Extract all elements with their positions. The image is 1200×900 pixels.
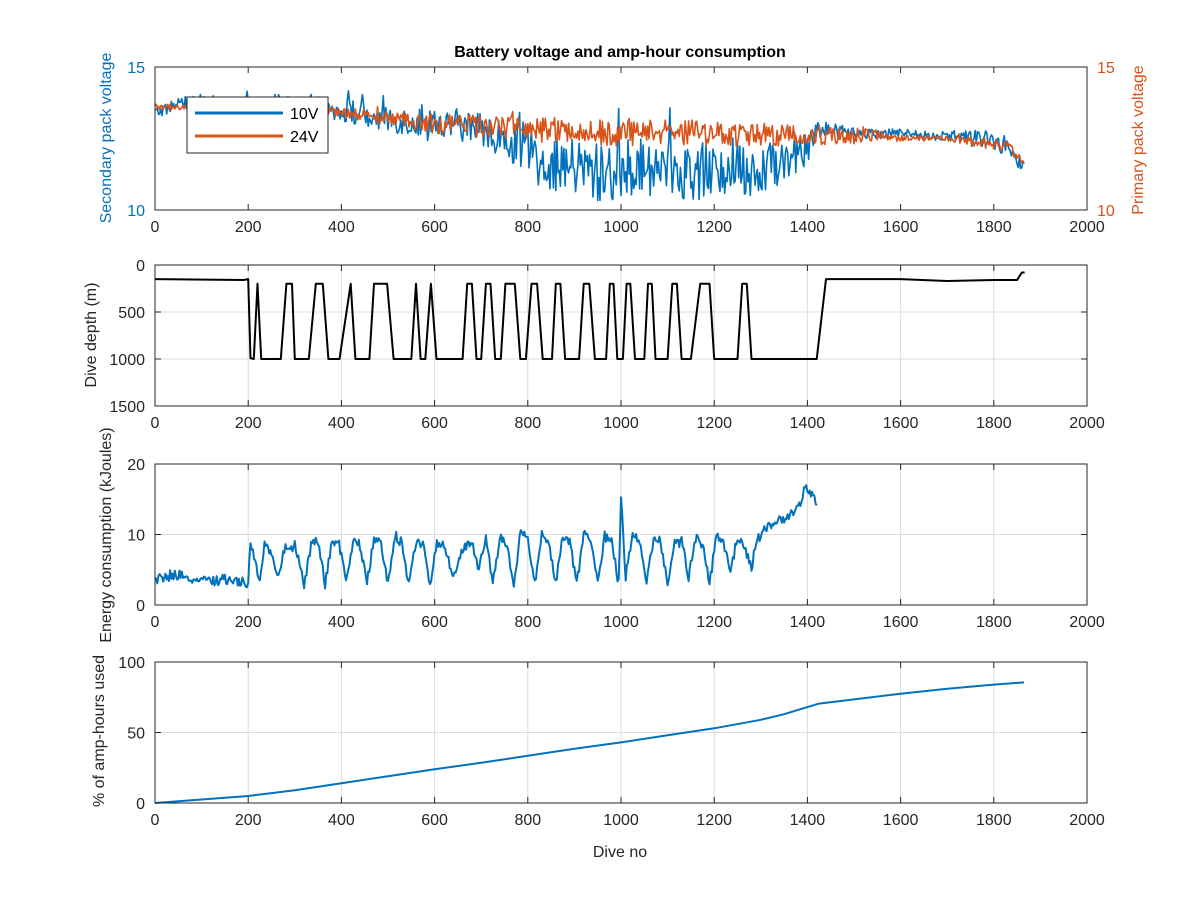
x-tick-label: 1400 <box>790 614 826 631</box>
x-tick-label: 1600 <box>883 219 919 236</box>
axes-frame <box>154 661 1088 804</box>
plot-background <box>155 662 1087 803</box>
y-right-axis-label: Primary pack voltage <box>1130 65 1147 214</box>
x-tick-label: 1800 <box>976 614 1012 631</box>
x-tick-label: 1000 <box>603 219 639 236</box>
x-tick-label: 1400 <box>790 812 826 829</box>
x-tick-label: 800 <box>514 812 541 829</box>
y-tick-label: 0 <box>136 598 145 615</box>
x-tick-label: 200 <box>235 415 262 432</box>
x-tick-label: 1600 <box>883 614 919 631</box>
x-tick-labels: 0 200 400 600 800 1000 1200 1400 1600 1800 2000 <box>151 812 1105 829</box>
y-tick-label: 10 <box>127 528 145 545</box>
x-tick-label: 1400 <box>790 415 826 432</box>
x-tick-label: 400 <box>328 219 355 236</box>
x-tick-label: 2000 <box>1069 614 1105 631</box>
plot-series <box>154 681 1025 804</box>
legend-label-24v: 24V <box>290 129 319 146</box>
chart-title: Battery voltage and amp-hour consumption <box>454 44 786 61</box>
x-tick-label: 2000 <box>1069 812 1105 829</box>
x-tick-label: 400 <box>328 415 355 432</box>
x-tick-label: 600 <box>421 614 448 631</box>
x-tick-label: 400 <box>328 812 355 829</box>
panel-energy: 0 200 400 600 800 1000 1200 1400 1600 1800 2000 0 1… <box>98 427 1105 642</box>
axes-frame <box>154 264 1088 407</box>
y-tick-label: 100 <box>118 655 145 672</box>
x-axis-label: Dive no <box>593 844 647 861</box>
series-line-series-1 <box>154 681 1025 804</box>
x-tick-label: 0 <box>151 614 160 631</box>
x-tick-label: 1200 <box>696 415 732 432</box>
x-tick-label: 400 <box>328 614 355 631</box>
panel-amphours: 0 200 400 600 800 1000 1200 1400 1600 1800 2000 0 5… <box>91 655 1105 861</box>
x-tick-label: 800 <box>514 415 541 432</box>
y-tick-label: 50 <box>127 726 145 743</box>
x-tick-label: 600 <box>421 812 448 829</box>
x-tick-labels: 0 200 400 600 800 1000 1200 1400 1600 1800 2000 <box>151 219 1105 236</box>
x-tick-label: 200 <box>235 219 262 236</box>
panel-depth: 0 200 400 600 800 1000 1200 1400 1600 1800 2000 0 5… <box>83 258 1105 432</box>
x-tick-label: 800 <box>514 614 541 631</box>
x-tick-label: 1800 <box>976 812 1012 829</box>
x-tick-label: 1200 <box>696 219 732 236</box>
x-tick-label: 600 <box>421 219 448 236</box>
axes-frame <box>154 66 1088 211</box>
x-tick-label: 1800 <box>976 219 1012 236</box>
legend-box <box>186 96 329 154</box>
y-tick-label: 15 <box>127 60 145 77</box>
series-line-series-1 <box>154 484 818 590</box>
legend-label-10v: 10V <box>290 106 319 123</box>
y-tick-labels: 10 15 <box>127 60 145 220</box>
x-tick-label: 1600 <box>883 415 919 432</box>
x-tick-label: 2000 <box>1069 415 1105 432</box>
x-tick-label: 1000 <box>603 415 639 432</box>
x-tick-label: 200 <box>235 614 262 631</box>
x-tick-label: 1800 <box>976 415 1012 432</box>
x-tick-label: 600 <box>421 415 448 432</box>
x-tick-label: 2000 <box>1069 219 1105 236</box>
x-tick-label: 1200 <box>696 614 732 631</box>
y-right-tick-label: 10 <box>1097 203 1115 220</box>
y-axis-label: Energy consumption (kJoules) <box>98 427 115 642</box>
x-tick-label: 0 <box>151 812 160 829</box>
y-tick-labels: 0 50 100 <box>118 655 145 813</box>
plot-series <box>154 271 1025 360</box>
y-tick-label: 20 <box>127 457 145 474</box>
x-tick-label: 200 <box>235 812 262 829</box>
x-tick-label: 800 <box>514 219 541 236</box>
y-right-tick-label: 15 <box>1097 60 1115 77</box>
y-axis-label: Secondary pack voltage <box>98 53 115 224</box>
x-tick-labels: 0 200 400 600 800 1000 1200 1400 1600 1800 2000 <box>151 614 1105 631</box>
y-tick-label: 10 <box>127 203 145 220</box>
y-axis-label: % of amp-hours used <box>91 655 108 807</box>
y-tick-label: 1500 <box>109 399 145 416</box>
plot-series <box>154 484 818 590</box>
x-tick-label: 1000 <box>603 614 639 631</box>
series-line-series-1 <box>154 271 1025 360</box>
y-tick-label: 500 <box>118 305 145 322</box>
y-tick-label: 1000 <box>109 352 145 369</box>
x-tick-labels: 0 200 400 600 800 1000 1200 1400 1600 1800 2000 <box>151 415 1105 432</box>
x-tick-label: 1200 <box>696 812 732 829</box>
y-tick-label: 0 <box>136 796 145 813</box>
x-tick-label: 1000 <box>603 812 639 829</box>
y-right-tick-labels: 10 15 <box>1081 60 1115 220</box>
y-tick-label: 0 <box>136 258 145 275</box>
y-tick-labels: 0 10 20 <box>127 457 145 615</box>
y-axis-label: Dive depth (m) <box>83 283 100 388</box>
x-tick-label: 1600 <box>883 812 919 829</box>
axes-frame <box>154 463 1088 606</box>
y-tick-labels: 0 500 1000 1500 <box>109 258 145 416</box>
x-tick-label: 0 <box>151 415 160 432</box>
x-tick-label: 1400 <box>790 219 826 236</box>
panel-voltage: Battery voltage and amp-hour consumption… <box>98 44 1147 236</box>
x-tick-label: 0 <box>151 219 160 236</box>
legend: 10V 24V <box>186 96 329 154</box>
